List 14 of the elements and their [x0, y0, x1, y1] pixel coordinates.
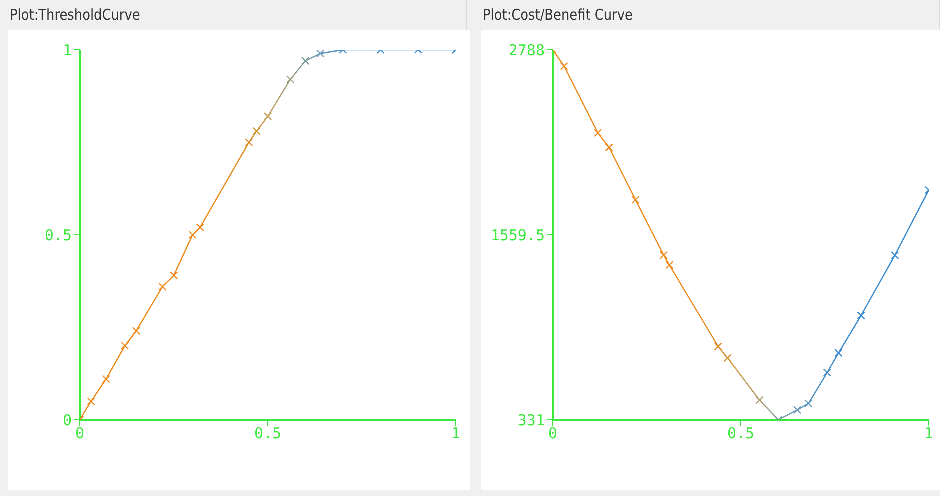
y-tick-label: 0.5: [44, 226, 72, 244]
x-tick-label: 0: [548, 424, 558, 443]
x-tick-label: 0: [75, 424, 85, 443]
x-tick-label: 0.5: [727, 424, 755, 443]
chart-title: Plot:Cost/Benefit Curve: [483, 6, 633, 24]
x-tick-label: 1: [924, 424, 934, 443]
y-tick-label: 2788: [508, 41, 545, 60]
y-tick-label: 1: [62, 41, 72, 60]
y-tick-label: 1559.5: [490, 226, 545, 244]
y-tick-label: 331: [518, 411, 545, 430]
x-tick-label: 1: [451, 424, 461, 443]
chart-title: Plot:ThresholdCurve: [10, 6, 140, 24]
x-tick-label: 0.5: [254, 424, 282, 443]
y-tick-label: 0: [62, 411, 72, 430]
